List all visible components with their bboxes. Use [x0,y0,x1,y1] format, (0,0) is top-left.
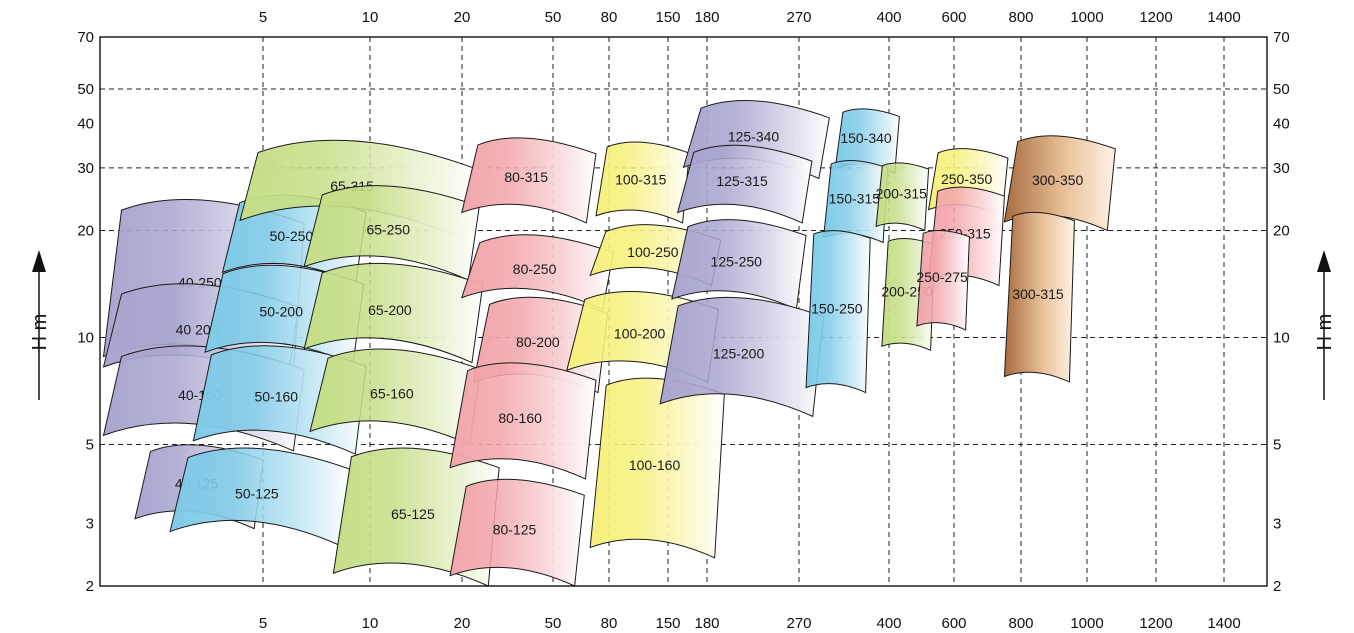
region-label-80-200: 80-200 [516,334,560,350]
axis-arrowhead-left-icon [32,250,46,272]
x-tick-bottom-1000: 1000 [1070,615,1103,632]
region-label-80-250: 80-250 [513,261,557,277]
y-axis-title-left: H m [29,314,51,351]
region-label-250-275: 250-275 [916,269,968,285]
x-tick-bottom-600: 600 [941,615,966,632]
region-label-40-200: 40 200 [176,322,219,338]
region-label-50-200: 50-200 [259,304,303,320]
region-100-160 [589,377,725,559]
region-label-150-340: 150-340 [840,130,892,146]
x-tick-bottom-5: 5 [259,615,267,632]
tick-labels: 5510102020505080801501501801802702704004… [77,9,1289,632]
region-250-275 [916,230,970,331]
region-label-125-340: 125-340 [728,128,780,144]
region-label-150-315: 150-315 [829,190,881,206]
plot-frame [99,36,1268,587]
y-axis-title-right: H m [1314,314,1336,351]
x-tick-top-1000: 1000 [1070,9,1103,26]
x-tick-top-80: 80 [601,9,618,26]
y-tick-right-2: 2 [1273,578,1281,595]
y-tick-right-40: 40 [1273,115,1290,132]
x-tick-top-600: 600 [941,9,966,26]
region-label-65-250: 65-250 [366,222,410,238]
region-label-65-200: 65-200 [368,302,412,318]
y-tick-right-10: 10 [1273,329,1290,346]
y-tick-right-3: 3 [1273,515,1281,532]
x-tick-bottom-1400: 1400 [1207,615,1240,632]
region-label-125-250: 125-250 [711,253,763,269]
region-label-250-350: 250-350 [941,171,993,187]
x-tick-top-10: 10 [362,9,379,26]
y-tick-left-30: 30 [77,160,94,177]
region-65-200 [303,262,484,364]
y-tick-right-50: 50 [1273,81,1290,98]
region-label-100-200: 100-200 [614,326,666,342]
x-tick-top-1200: 1200 [1139,9,1172,26]
x-tick-top-270: 270 [786,9,811,26]
region-300-315 [1003,211,1075,383]
region-label-100-315: 100-315 [615,171,667,187]
x-tick-bottom-800: 800 [1008,615,1033,632]
y-tick-left-5: 5 [86,437,94,454]
region-150-250 [805,230,871,394]
region-label-50-250: 50-250 [270,228,314,244]
x-tick-bottom-20: 20 [454,615,471,632]
x-tick-top-800: 800 [1008,9,1033,26]
x-tick-top-180: 180 [694,9,719,26]
y-tick-right-20: 20 [1273,222,1290,239]
y-tick-right-70: 70 [1273,29,1290,46]
x-tick-bottom-270: 270 [786,615,811,632]
region-100-315 [595,141,690,224]
x-tick-top-150: 150 [655,9,680,26]
x-tick-bottom-1200: 1200 [1139,615,1172,632]
region-label-65-125: 65-125 [391,506,435,522]
y-tick-right-5: 5 [1273,437,1281,454]
region-label-200-315: 200-315 [876,186,928,202]
region-label-300-350: 300-350 [1032,172,1084,188]
y-tick-left-20: 20 [77,222,94,239]
region-label-100-160: 100-160 [629,457,681,473]
x-tick-bottom-180: 180 [694,615,719,632]
region-label-300-315: 300-315 [1012,286,1064,302]
y-tick-right-30: 30 [1273,160,1290,177]
y-tick-left-70: 70 [77,29,94,46]
region-label-100-250: 100-250 [627,244,679,260]
region-label-150-250: 150-250 [811,301,863,317]
x-tick-bottom-400: 400 [876,615,901,632]
x-tick-bottom-150: 150 [655,615,680,632]
region-label-50-125: 50-125 [235,486,279,502]
x-tick-top-5: 5 [259,9,267,26]
region-label-65-160: 65-160 [370,386,414,402]
x-tick-top-20: 20 [454,9,471,26]
region-125-315 [676,144,813,224]
y-tick-left-50: 50 [77,81,94,98]
y-tick-left-3: 3 [86,515,94,532]
x-tick-bottom-10: 10 [362,615,379,632]
region-200-315 [875,162,930,232]
x-tick-bottom-80: 80 [601,615,618,632]
region-label-50-160: 50-160 [254,389,298,405]
x-tick-top-400: 400 [876,9,901,26]
region-label-125-200: 125-200 [713,346,765,362]
x-tick-bottom-50: 50 [545,615,562,632]
region-label-80-160: 80-160 [498,410,542,426]
x-tick-top-50: 50 [545,9,562,26]
region-125-200 [659,296,825,418]
region-label-80-125: 80-125 [493,521,537,537]
y-tick-left-2: 2 [86,578,94,595]
y-tick-left-10: 10 [77,329,94,346]
region-80-315 [461,137,597,224]
x-tick-top-1400: 1400 [1207,9,1240,26]
region-80-160 [449,362,597,480]
y-tick-left-40: 40 [77,115,94,132]
region-label-125-315: 125-315 [716,173,768,189]
axis-arrowhead-right-icon [1317,250,1331,272]
region-label-80-315: 80-315 [504,169,548,185]
